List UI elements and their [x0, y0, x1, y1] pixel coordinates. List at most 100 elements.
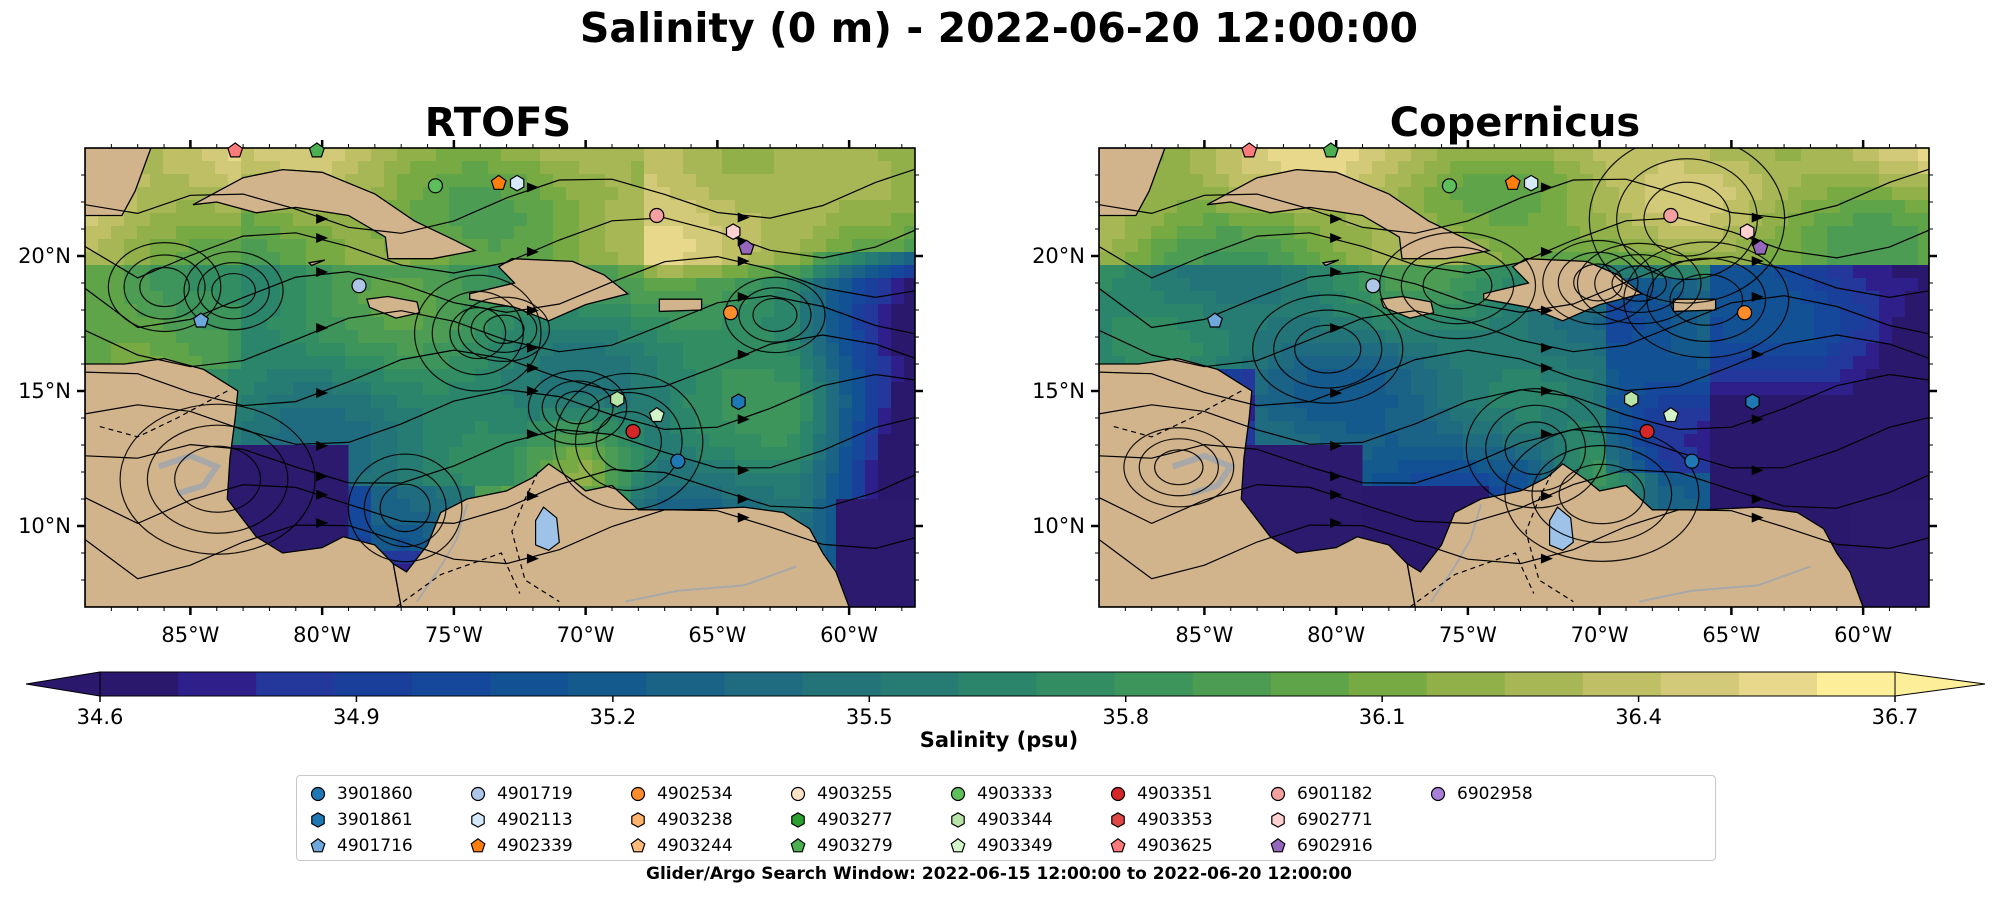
- streamline-arrow: [526, 182, 539, 193]
- legend-marker-shape: [950, 786, 966, 802]
- streamline-arrow: [526, 491, 539, 502]
- legend-label: 4903238: [657, 810, 733, 830]
- streamline-arrow: [526, 429, 539, 440]
- streamline-arrow: [1540, 182, 1553, 193]
- float-marker-6902771: [725, 223, 741, 241]
- land-6: [1672, 298, 1717, 313]
- legend-label: 4903244: [657, 836, 733, 856]
- legend-marker-shape: [951, 812, 965, 828]
- eddy-streamline: [470, 305, 538, 353]
- land-5: [1380, 295, 1435, 319]
- x-tick-label: 60°W: [820, 623, 878, 647]
- legend-item: 4901716: [309, 834, 413, 858]
- y-tick-label: 20°N: [1032, 244, 1085, 268]
- streamline-arrow: [1330, 322, 1343, 333]
- legend-label: 4903349: [977, 836, 1053, 856]
- legend-marker-shape: [1430, 786, 1446, 802]
- eddy-streamline: [1557, 251, 1639, 314]
- border-venezuela: [1525, 471, 1574, 603]
- x-tick-label: 80°W: [1307, 623, 1365, 647]
- float-marker-6901182: [1663, 207, 1679, 224]
- float-marker-4902113: [1523, 174, 1539, 192]
- eddy-streamline: [752, 297, 798, 333]
- legend-label: 4901716: [337, 836, 413, 856]
- colorbar-segment: [412, 672, 491, 696]
- float-marker-6902916: [1752, 239, 1769, 255]
- eddy-streamline: [379, 483, 431, 533]
- legend-label: 4903344: [977, 810, 1053, 830]
- legend-marker: [1270, 838, 1286, 853]
- border-central-america: [98, 390, 228, 438]
- legend-marker: [470, 838, 486, 853]
- colorbar-segment: [1504, 672, 1584, 696]
- eddy-streamline: [1588, 148, 1786, 304]
- colorbar-segment: [958, 672, 1038, 696]
- flow-streamline: [85, 334, 915, 407]
- float-marker-4903333: [1441, 178, 1458, 194]
- eddy-streamline: [574, 391, 683, 492]
- flow-streamline: [85, 416, 915, 484]
- legend-label: 6901182: [1297, 784, 1373, 804]
- legend-marker-shape: [631, 812, 645, 828]
- streamline-arrow: [737, 414, 750, 425]
- streamline-arrow: [1751, 212, 1764, 223]
- colorbar-segment: [178, 672, 257, 696]
- colorbar-segment: [802, 672, 881, 696]
- eddy-streamline: [1504, 421, 1567, 476]
- streamline-arrow: [1330, 213, 1343, 224]
- land-1: [392, 463, 850, 607]
- streamline-arrow: [1751, 291, 1764, 302]
- colorbar-segment: [646, 672, 725, 696]
- legend-marker: [1110, 786, 1126, 802]
- x-tick-label: 70°W: [557, 623, 615, 647]
- float-marker-4903344: [1623, 390, 1639, 408]
- panel-title-copernicus: Copernicus: [1389, 100, 1641, 146]
- legend-item: 3901860: [309, 782, 413, 806]
- streamline-arrow: [526, 246, 539, 257]
- legend-marker-shape: [950, 838, 966, 853]
- land-0: [85, 357, 402, 607]
- legend-marker: [950, 786, 966, 802]
- legend-item: 6901182: [1269, 782, 1373, 806]
- legend-item: 4903333: [949, 782, 1053, 806]
- legend-marker-shape: [310, 786, 326, 802]
- flow-streamline: [85, 255, 915, 329]
- land-3: [192, 168, 477, 260]
- colorbar-extend-low: [25, 671, 101, 697]
- streamline-arrow: [1330, 266, 1343, 277]
- legend-marker-shape: [1271, 812, 1285, 828]
- eddy-streamline: [1123, 427, 1235, 508]
- streamline-arrow: [316, 232, 329, 243]
- float-marker-4903279: [308, 142, 325, 158]
- streamline-arrow: [1330, 517, 1343, 528]
- eddy-streamline: [123, 254, 206, 320]
- eddy-streamline: [1252, 294, 1404, 404]
- streamline-arrow: [1540, 491, 1553, 502]
- flow-streamline: [1099, 416, 1929, 484]
- lake-maracaibo: [534, 506, 560, 551]
- legend-marker-shape: [630, 838, 646, 853]
- float-marker-4901716: [192, 312, 210, 328]
- float-marker-4903351: [1639, 423, 1655, 440]
- float-marker-3901860: [670, 453, 686, 469]
- legend-marker: [1110, 838, 1126, 853]
- float-marker-4903625: [1241, 142, 1258, 158]
- x-tick-label: 75°W: [1439, 623, 1497, 647]
- float-marker-4903344: [609, 390, 625, 408]
- streamline-arrow: [526, 305, 539, 316]
- float-marker-6902916: [738, 239, 755, 255]
- x-tick-label: 65°W: [1702, 623, 1760, 647]
- eddy-streamline: [211, 272, 256, 309]
- colorbar-segment: [1660, 672, 1740, 696]
- border-colombia: [395, 552, 521, 607]
- streamline-arrow: [316, 489, 329, 500]
- streamline-arrow: [1330, 471, 1343, 482]
- legend-label: 3901861: [337, 810, 413, 830]
- eddy-streamline: [1138, 438, 1219, 497]
- streamline-arrow: [1751, 494, 1764, 505]
- legend-marker-shape: [790, 838, 806, 853]
- colorbar-label: Salinity (psu): [919, 728, 1079, 752]
- eddy-streamline: [363, 468, 447, 548]
- legend-label: 4901719: [497, 784, 573, 804]
